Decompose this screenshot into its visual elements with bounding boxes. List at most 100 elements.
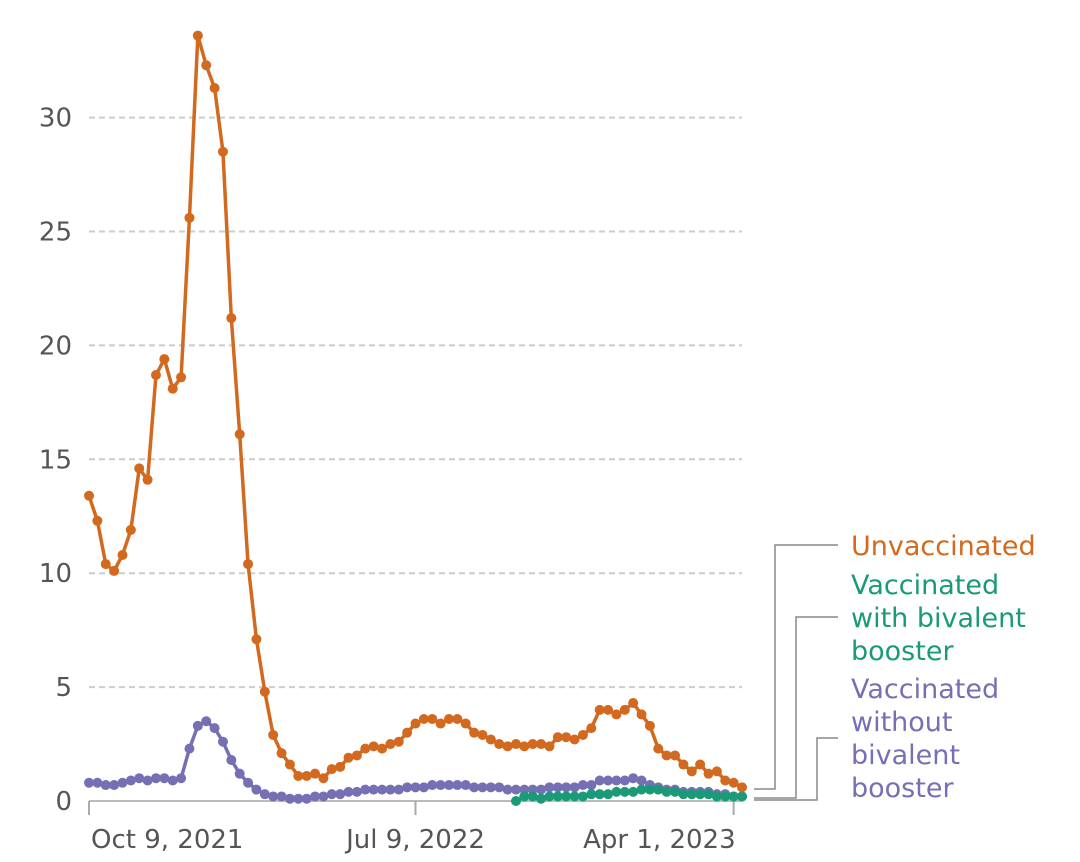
data-point (326, 764, 337, 775)
data-point (184, 212, 195, 223)
x-tick-label: Apr 1, 2023 (583, 825, 735, 855)
y-axis: 0 5 10 15 20 25 30 (39, 104, 72, 817)
data-point (569, 734, 580, 745)
data-point (192, 720, 203, 731)
legend-line: booster (851, 636, 954, 667)
data-point (477, 729, 488, 740)
data-point (502, 741, 513, 752)
data-point (176, 372, 187, 383)
data-point (201, 716, 212, 727)
data-point (226, 313, 237, 324)
data-point (443, 780, 454, 791)
data-point (519, 741, 530, 752)
data-point (427, 713, 438, 724)
legend-line: Unvaccinated (851, 531, 1036, 562)
data-point (460, 718, 471, 729)
data-point (485, 782, 496, 793)
data-point (84, 777, 94, 788)
data-point (670, 750, 681, 761)
data-point (134, 463, 145, 474)
data-point (485, 734, 496, 745)
data-point (234, 429, 245, 440)
data-point (452, 713, 463, 724)
data-point (159, 354, 170, 365)
data-point (301, 770, 312, 781)
data-point (134, 773, 145, 784)
data-point (226, 754, 237, 765)
connector-unvaccinated (754, 544, 838, 790)
y-tick-label: 20 (39, 331, 72, 361)
data-point (594, 775, 605, 786)
data-point (209, 723, 220, 734)
data-point (711, 766, 722, 777)
connector-bivalent (754, 616, 838, 799)
data-point (561, 732, 572, 743)
data-point (92, 777, 103, 788)
data-point (477, 782, 488, 793)
data-point (167, 775, 178, 786)
data-point (402, 782, 413, 793)
grid-lines (89, 116, 742, 689)
legend-connectors (754, 544, 838, 801)
data-point (192, 30, 203, 41)
data-point (201, 60, 212, 71)
legend-unvaccinated: Unvaccinated (851, 531, 1036, 562)
data-point (109, 780, 120, 791)
legend-line: Vaccinated (851, 570, 999, 601)
data-point (217, 736, 228, 747)
data-point (159, 773, 170, 784)
data-point (611, 775, 622, 786)
data-point (301, 793, 312, 804)
data-point (603, 775, 614, 786)
data-point (720, 791, 731, 802)
data-point (276, 791, 287, 802)
data-point (335, 789, 346, 800)
data-point (284, 759, 295, 770)
data-point (435, 780, 446, 791)
data-point (125, 775, 136, 786)
data-point (544, 782, 555, 793)
data-point (100, 559, 111, 570)
data-point (611, 709, 622, 720)
data-point (510, 784, 521, 795)
series-unvaccinated (84, 30, 747, 793)
data-point (259, 789, 270, 800)
data-point (552, 732, 563, 743)
data-point (544, 791, 555, 802)
data-point (653, 743, 664, 754)
data-point (209, 82, 220, 93)
data-point (678, 789, 689, 800)
data-point (117, 777, 128, 788)
data-point (569, 782, 580, 793)
data-point (661, 750, 672, 761)
data-point (360, 784, 371, 795)
data-point (586, 723, 597, 734)
data-point (351, 786, 362, 797)
data-point (552, 782, 563, 793)
data-point (167, 383, 178, 394)
connector-no-bivalent (754, 737, 838, 801)
data-point (527, 791, 538, 802)
data-point (561, 782, 572, 793)
data-point (251, 784, 262, 795)
data-point (670, 786, 681, 797)
data-point (293, 770, 304, 781)
data-point (418, 713, 429, 724)
legend-no-bivalent: Vaccinated without bivalent booster (851, 674, 999, 804)
data-point (109, 565, 120, 576)
data-point (343, 786, 354, 797)
data-point (368, 784, 379, 795)
data-point (251, 634, 262, 645)
data-point (636, 709, 647, 720)
data-point (393, 736, 404, 747)
data-point (577, 780, 588, 791)
data-point (310, 791, 321, 802)
data-point (728, 777, 739, 788)
data-point (385, 739, 396, 750)
data-point (628, 698, 639, 709)
data-point (217, 146, 228, 157)
data-point (410, 782, 421, 793)
data-point (259, 686, 270, 697)
